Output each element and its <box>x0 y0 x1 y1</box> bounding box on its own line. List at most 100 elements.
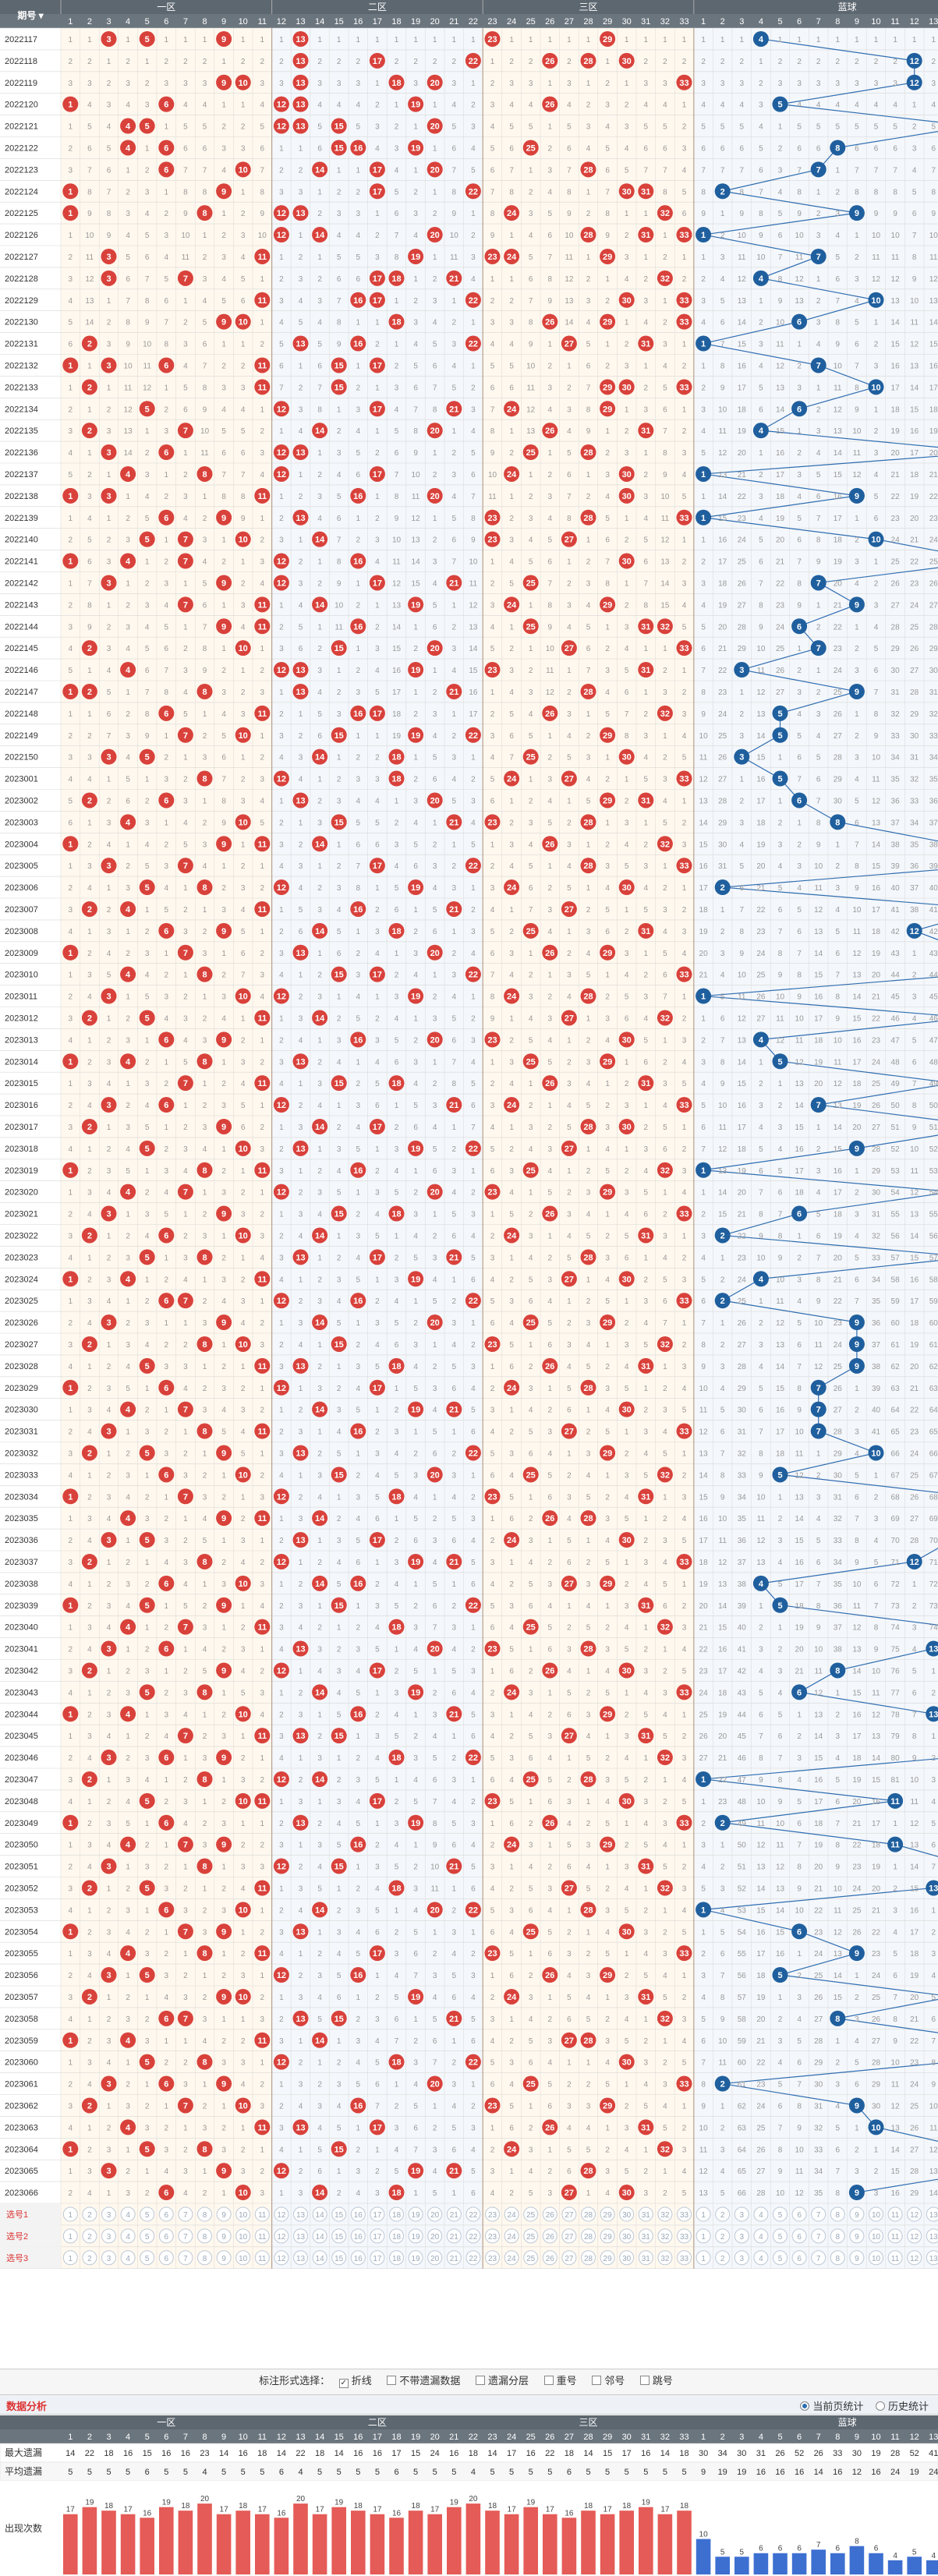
omission-value: 7 <box>509 166 514 175</box>
omission-value: 2 <box>299 384 303 392</box>
omission-value: 5 <box>586 1232 591 1240</box>
omission-value: 3 <box>165 993 169 1002</box>
omission-value: 8 <box>317 405 322 414</box>
omission-value: 5 <box>644 1341 649 1350</box>
omission-value: 3 <box>317 906 322 915</box>
omission-value: 3 <box>663 80 667 88</box>
omission-value: 4 <box>241 906 246 915</box>
omission-value: 35 <box>929 776 938 784</box>
ball-number: 28 <box>583 1514 593 1523</box>
omission-value: 4 <box>759 515 763 523</box>
red-ball <box>618 52 635 69</box>
omission-value: 3 <box>317 1385 322 1393</box>
omission-value: 11 <box>757 1820 766 1828</box>
omission-value: 11 <box>853 928 862 936</box>
column-number: 22 <box>469 17 478 27</box>
omission-value: 1 <box>548 1385 553 1393</box>
omission-value: 3 <box>720 80 725 88</box>
ball-number: 7 <box>183 426 188 436</box>
omission-value: 1 <box>509 36 514 44</box>
omission-value: 7 <box>433 1624 437 1633</box>
omission-value: 1 <box>279 1407 284 1415</box>
omission-value: 39 <box>929 862 938 871</box>
omission-value: 1 <box>241 840 246 849</box>
omission-value: 12 <box>872 275 881 284</box>
ball-number: 7 <box>816 579 821 588</box>
omission-value: 1 <box>413 1711 418 1719</box>
ball-number: 9 <box>221 927 226 936</box>
omission-value: 2 <box>375 1580 380 1589</box>
omission-value: 2 <box>107 319 111 327</box>
omission-value: 7 <box>816 1580 821 1589</box>
omission-value: 1 <box>625 36 629 44</box>
omission-value: 3 <box>759 493 763 501</box>
omission-value: 4 <box>107 1080 111 1088</box>
period-label: 2022124 <box>5 187 38 196</box>
ball-number: 9 <box>221 1601 226 1611</box>
omission-value: 1 <box>241 341 246 349</box>
omission-value: 1 <box>375 384 380 392</box>
omission-value: 4 <box>203 1646 207 1654</box>
omission-value: 5 <box>759 384 763 392</box>
ball-number: 10 <box>239 993 248 1002</box>
ball-number: 13 <box>296 514 305 523</box>
ball-number: 8 <box>202 1340 207 1350</box>
ball-number: 7 <box>816 1428 821 1437</box>
ball-number: 11 <box>257 492 267 501</box>
omission-value: 3 <box>395 993 399 1002</box>
ball-number: 2 <box>87 340 92 349</box>
omission-value: 2 <box>548 884 553 893</box>
omission-value: 2 <box>299 558 303 567</box>
omission-value: 40 <box>872 1407 881 1415</box>
omission-value: 5 <box>567 754 572 763</box>
omission-value: 19 <box>814 1058 823 1067</box>
omission-value: 6 <box>356 840 361 849</box>
omission-value: 3 <box>529 210 533 218</box>
omission-value: 2 <box>299 493 303 501</box>
omission-value: 3 <box>874 362 879 370</box>
ball-number: 19 <box>411 1406 420 1415</box>
omission-value: 4 <box>260 1602 265 1611</box>
omission-value: 5 <box>509 1341 514 1350</box>
period-label: 2022148 <box>5 709 38 719</box>
red-ball <box>657 270 673 286</box>
omission-value: 2 <box>203 253 207 262</box>
omission-value: 1 <box>356 1189 361 1198</box>
red-ball <box>158 96 175 112</box>
omission-value: 7 <box>740 906 745 915</box>
ball-number: 5 <box>777 1601 782 1611</box>
omission-value: 4 <box>145 623 150 632</box>
omission-value: 1 <box>433 515 437 523</box>
omission-value: 1 <box>279 1580 284 1589</box>
omission-value: 48 <box>929 1058 938 1067</box>
omission-value: 4 <box>145 1102 150 1110</box>
omission-value: 5 <box>413 1667 418 1675</box>
red-ball <box>388 270 405 286</box>
omission-value: 17 <box>756 797 766 805</box>
omission-value: 1 <box>279 253 284 262</box>
ball-number: 10 <box>239 318 248 327</box>
omission-value: 6 <box>203 341 207 349</box>
omission-value: 3 <box>816 710 821 719</box>
omission-value: 5 <box>644 1189 649 1198</box>
omission-value: 1 <box>471 1776 476 1785</box>
ball-number: 5 <box>777 775 782 784</box>
omission-value: 4 <box>663 1428 667 1437</box>
omission-value: 1 <box>317 1341 322 1350</box>
period-label: 2023004 <box>5 840 38 849</box>
omission-value: 4 <box>778 1145 783 1154</box>
omission-value: 2 <box>126 1319 130 1328</box>
omission-value: 3 <box>203 275 207 284</box>
omission-value: 17 <box>910 449 919 458</box>
omission-value: 30 <box>929 667 938 675</box>
omission-value: 8 <box>413 427 418 436</box>
omission-value: 6 <box>663 971 667 980</box>
ball-number: 11 <box>257 296 267 306</box>
ball-number: 6 <box>164 101 168 110</box>
omission-value: 9 <box>126 341 130 349</box>
omission-value: 13 <box>814 1711 823 1719</box>
omission-value: 2 <box>433 1689 437 1697</box>
column-number: 2 <box>720 17 725 27</box>
ball-number: 2 <box>87 1666 92 1675</box>
omission-value: 8 <box>874 1624 879 1633</box>
